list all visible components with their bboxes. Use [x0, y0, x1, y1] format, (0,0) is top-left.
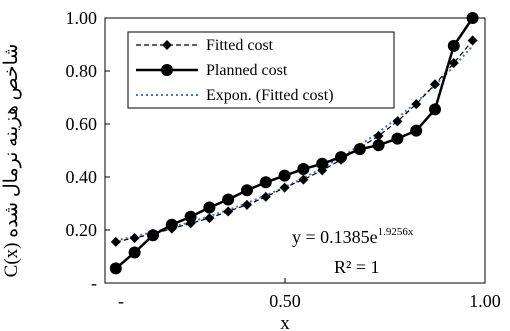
y-axis-title: C(x) شاخص هزینه نرمال شده [1, 44, 22, 278]
fitted-cost-point [411, 99, 422, 110]
planned-cost-point [410, 124, 423, 137]
fitted-cost-point [448, 58, 459, 69]
legend: Fitted cost Planned cost Expon. (Fitted co… [127, 31, 395, 109]
fitted-cost-point [467, 35, 478, 46]
x-axis-ticks: - 0.50 1.00 [104, 278, 501, 311]
planned-cost-point [147, 229, 159, 242]
planned-cost-point [297, 163, 310, 176]
y-tick-label: 0.20 [66, 220, 98, 240]
series-layer [109, 12, 479, 275]
planned-cost-point [203, 201, 216, 214]
equation-prefix: y = 0.1385e [292, 227, 378, 247]
planned-cost-point [466, 12, 479, 24]
x-axis-title: x [280, 313, 290, 331]
fitted-cost-point [204, 213, 215, 224]
planned-cost-point [316, 157, 329, 170]
x-tick-label: 1.00 [469, 291, 501, 311]
planned-cost-point [165, 218, 178, 231]
fitted-cost-point [129, 232, 140, 243]
legend-label: Expon. (Fitted cost) [206, 87, 334, 104]
fitted-cost-point [298, 174, 309, 185]
planned-cost-point [391, 132, 404, 145]
fitted-cost-point [223, 206, 234, 217]
planned-cost-point [259, 176, 272, 189]
planned-cost-point [241, 184, 253, 197]
planned-cost-point [447, 39, 460, 52]
y-tick-label: 0.40 [66, 167, 98, 187]
r-squared-label: R² = 1 [334, 257, 380, 277]
x-tick-label: - [118, 291, 124, 311]
x-tick-label: 0.50 [269, 291, 301, 311]
planned-cost-point [429, 103, 441, 116]
planned-cost-point [222, 193, 235, 206]
legend-marker-circle [161, 64, 173, 76]
y-tick-label: 0.60 [66, 114, 98, 134]
fitted-cost-point [242, 199, 252, 210]
fitted-cost-point [430, 79, 440, 90]
trendline-equation: y = 0.1385e1.9256x [292, 226, 414, 247]
planned-cost-point [184, 210, 197, 223]
y-tick-label: 1.00 [66, 8, 98, 28]
planned-cost-point [335, 151, 347, 164]
fitted-cost-point [110, 236, 121, 247]
y-axis-ticks: - 0.20 0.40 0.60 0.80 1.00 [66, 8, 110, 293]
legend-marker-diamond [162, 40, 172, 50]
equation-exponent: 1.9256x [378, 226, 414, 238]
planned-cost-point [278, 169, 291, 182]
planned-cost-point [353, 143, 366, 156]
y-tick-label: - [91, 273, 97, 293]
y-tick-label: 0.80 [66, 61, 98, 81]
fitted-cost-point [392, 116, 403, 127]
planned-cost-point [372, 139, 385, 152]
fitted-cost-point [279, 182, 290, 193]
legend-label: Planned cost [206, 62, 288, 79]
planned-cost-point [128, 246, 141, 259]
fitted-cost-point [373, 130, 384, 141]
fitted-cost-point [260, 191, 271, 202]
legend-label: Fitted cost [206, 37, 274, 54]
plot-area-frame [104, 17, 486, 284]
planned-cost-point [109, 262, 122, 275]
